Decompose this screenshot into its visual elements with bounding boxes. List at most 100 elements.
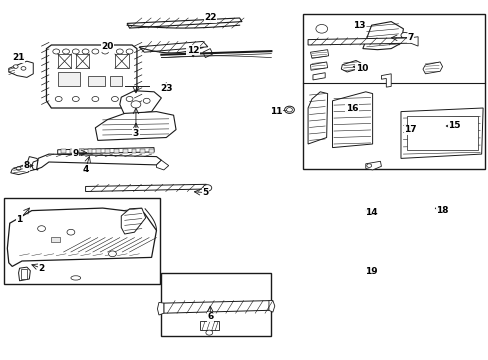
Polygon shape (381, 74, 390, 87)
Circle shape (67, 229, 75, 235)
Text: 3: 3 (133, 129, 139, 138)
Polygon shape (95, 112, 176, 140)
Circle shape (55, 96, 62, 102)
Text: 14: 14 (365, 208, 377, 217)
Bar (79, 149, 83, 153)
Circle shape (72, 96, 79, 102)
Circle shape (366, 164, 371, 167)
Circle shape (126, 49, 133, 54)
Bar (110, 76, 122, 86)
Polygon shape (203, 49, 212, 58)
Polygon shape (58, 148, 154, 154)
Text: 22: 22 (203, 13, 216, 22)
Polygon shape (362, 22, 403, 50)
Bar (115, 54, 128, 68)
Text: 6: 6 (207, 312, 213, 321)
Bar (303, 14, 484, 169)
Text: 7: 7 (407, 33, 413, 42)
Polygon shape (341, 60, 360, 72)
Polygon shape (7, 208, 156, 266)
Polygon shape (422, 62, 442, 74)
Polygon shape (139, 41, 207, 52)
Bar (88, 76, 105, 86)
Circle shape (82, 49, 89, 54)
Circle shape (131, 101, 141, 108)
Text: 23: 23 (160, 84, 172, 93)
Polygon shape (410, 37, 417, 46)
Polygon shape (27, 157, 38, 171)
Polygon shape (46, 45, 137, 108)
Bar (114, 149, 119, 153)
Text: 18: 18 (435, 206, 448, 215)
Bar (87, 149, 92, 153)
Polygon shape (157, 302, 163, 315)
Polygon shape (332, 92, 372, 148)
Circle shape (21, 67, 26, 70)
Circle shape (400, 32, 408, 38)
Bar (61, 149, 66, 153)
Polygon shape (121, 208, 145, 234)
Text: 9: 9 (72, 149, 79, 158)
Circle shape (92, 49, 99, 54)
Polygon shape (156, 160, 168, 170)
Text: 17: 17 (404, 125, 416, 134)
Bar (58, 72, 80, 86)
Circle shape (318, 26, 325, 31)
Polygon shape (163, 301, 269, 313)
Polygon shape (307, 92, 327, 144)
Text: 5: 5 (202, 188, 208, 197)
Bar (76, 54, 89, 68)
Text: 8: 8 (24, 161, 30, 170)
Polygon shape (365, 161, 381, 170)
Circle shape (286, 108, 292, 112)
Circle shape (203, 185, 211, 191)
Polygon shape (307, 38, 410, 45)
Text: 13: 13 (352, 21, 365, 30)
Polygon shape (85, 184, 206, 192)
Text: 11: 11 (269, 107, 282, 116)
Polygon shape (11, 164, 30, 175)
Text: 2: 2 (39, 264, 44, 273)
Circle shape (72, 49, 79, 54)
Bar (161, 273, 271, 336)
Bar (70, 149, 75, 153)
Polygon shape (127, 18, 242, 28)
Circle shape (108, 251, 116, 257)
Bar (131, 149, 136, 153)
Polygon shape (120, 91, 161, 115)
Text: 12: 12 (186, 46, 199, 55)
Circle shape (13, 65, 18, 68)
Text: 19: 19 (365, 267, 377, 276)
Bar (96, 149, 101, 153)
Circle shape (126, 96, 133, 102)
Circle shape (116, 49, 123, 54)
Polygon shape (400, 108, 482, 158)
Circle shape (92, 96, 99, 102)
Circle shape (315, 24, 327, 33)
Text: 1: 1 (17, 215, 22, 224)
Bar (199, 321, 219, 330)
Bar (51, 237, 60, 242)
Text: 4: 4 (82, 165, 89, 174)
Ellipse shape (71, 276, 81, 280)
Circle shape (102, 49, 108, 54)
Bar (105, 149, 110, 153)
Polygon shape (310, 62, 327, 70)
Circle shape (284, 106, 294, 113)
Bar (149, 149, 154, 153)
Bar (406, 116, 477, 150)
Bar (21, 269, 27, 279)
Bar (122, 149, 127, 153)
Polygon shape (9, 61, 33, 77)
Polygon shape (37, 154, 161, 169)
Bar (58, 54, 71, 68)
Text: 16: 16 (345, 104, 358, 112)
Polygon shape (310, 50, 328, 58)
Circle shape (111, 96, 118, 102)
Circle shape (62, 49, 69, 54)
Text: 20: 20 (101, 42, 114, 51)
Text: 10: 10 (355, 64, 367, 73)
Text: 15: 15 (447, 122, 460, 130)
Polygon shape (312, 73, 325, 80)
Circle shape (38, 226, 45, 231)
